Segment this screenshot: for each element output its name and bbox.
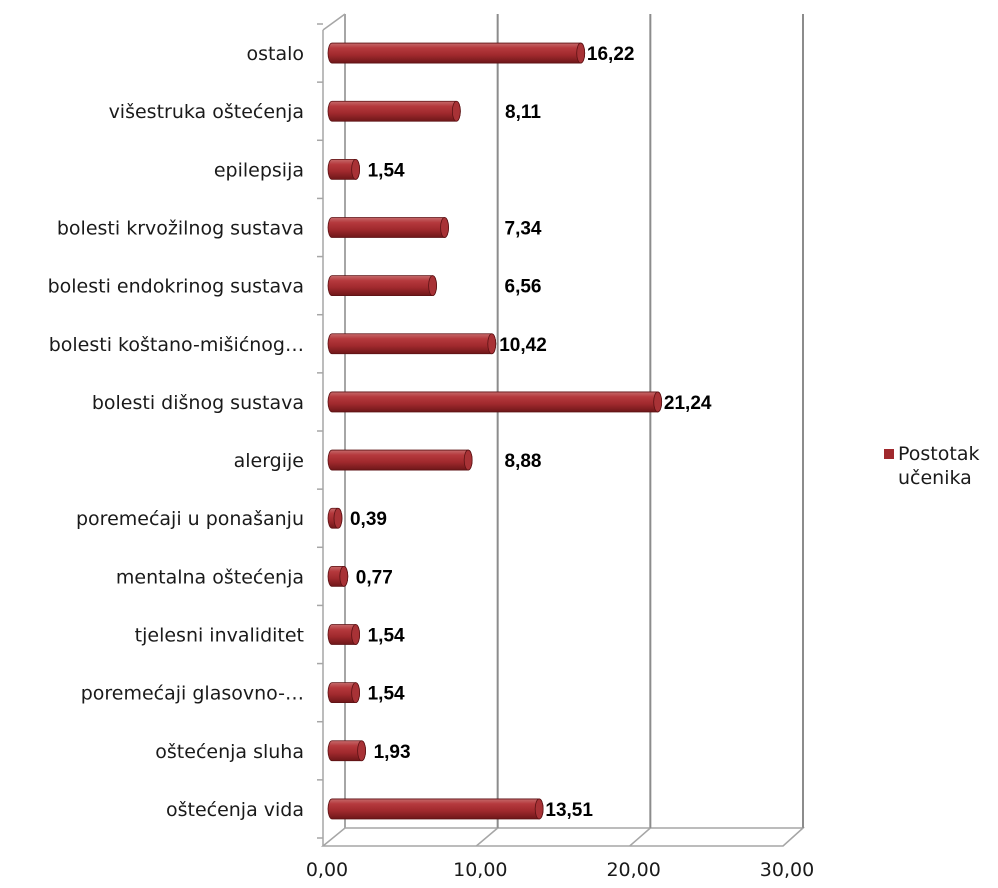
- bar-body: [327, 449, 473, 471]
- category-label: bolesti endokrinog sustava: [48, 276, 304, 298]
- bar-cap: [428, 275, 437, 297]
- bar-cap: [351, 682, 361, 704]
- data-label: 1,54: [368, 626, 405, 647]
- data-label: 0,39: [350, 509, 387, 530]
- bar: [327, 449, 473, 471]
- bar: [327, 391, 663, 413]
- bar: [327, 217, 449, 238]
- x-tick-label: 0,00: [306, 859, 348, 881]
- x-tick-label: 20,00: [606, 859, 660, 881]
- chart-floor: [320, 13, 805, 847]
- bar: [327, 798, 544, 820]
- category-tick-marks: [317, 23, 323, 839]
- gridline-floor: [782, 827, 804, 847]
- category-label: tjelesni invaliditet: [135, 625, 304, 647]
- category-label: oštećenja sluha: [155, 741, 304, 763]
- category-label: bolesti krvožilnog sustava: [57, 218, 304, 240]
- bar-body: [327, 275, 437, 297]
- bar-cap: [440, 217, 449, 238]
- bar: [327, 507, 343, 529]
- category-label: višestruka oštećenja: [109, 101, 304, 123]
- bars: [327, 42, 663, 820]
- category-label: ostalo: [246, 43, 304, 65]
- bar-cap: [351, 158, 361, 180]
- bar: [327, 42, 586, 64]
- bar-body: [327, 391, 663, 413]
- category-label: mentalna oštećenja: [116, 566, 304, 588]
- data-label: 13,51: [545, 800, 593, 821]
- bar-body: [327, 333, 497, 355]
- bar: [327, 565, 349, 587]
- bar-body: [327, 42, 586, 64]
- category-label: bolesti koštano-mišićnog…: [49, 334, 304, 356]
- legend-swatch: [884, 449, 894, 459]
- category-label: poremećaji u ponašanju: [76, 508, 304, 530]
- bar: [327, 158, 361, 180]
- bar-cap: [333, 507, 343, 529]
- data-label: 1,54: [368, 160, 405, 181]
- bar-body: [327, 217, 449, 238]
- bar-cap: [451, 100, 461, 122]
- gridline-floor: [629, 827, 651, 847]
- floor-plane: [320, 827, 805, 847]
- legend: Postotak učenika: [884, 442, 998, 490]
- bar-cap: [339, 565, 349, 587]
- gridline-floor: [475, 827, 499, 847]
- data-label: 16,22: [587, 44, 635, 65]
- data-label: 6,56: [505, 277, 542, 298]
- data-label: 1,54: [368, 684, 405, 705]
- data-label: 8,11: [505, 102, 541, 123]
- bar: [327, 624, 361, 645]
- bar: [327, 740, 366, 762]
- wall-top-edge: [322, 13, 346, 31]
- bar-body: [327, 100, 461, 122]
- bar: [327, 333, 497, 355]
- category-label: oštećenja vida: [166, 799, 304, 821]
- bar: [327, 100, 461, 122]
- data-label: 0,77: [356, 567, 393, 588]
- bar-cap: [576, 42, 586, 64]
- x-tick-label: 30,00: [760, 859, 814, 881]
- bar-cap: [463, 449, 473, 471]
- bar-body: [327, 798, 544, 820]
- category-label: epilepsija: [214, 159, 304, 181]
- data-label: 21,24: [664, 393, 712, 414]
- bar: [327, 682, 361, 704]
- category-label: alergije: [234, 450, 304, 472]
- bar-cap: [487, 333, 497, 355]
- x-tick-label: 10,00: [453, 859, 507, 881]
- category-labels: oštećenja vida oštećenja sluha poremećaji …: [48, 43, 304, 821]
- legend-label: Postotak učenika: [898, 443, 980, 489]
- data-label: 8,88: [505, 451, 542, 472]
- bar-cap: [534, 798, 544, 820]
- data-label: 7,34: [505, 219, 542, 240]
- data-labels: 13,51 1,93 1,54 1,54 0,77 0,39 8,88 21,24 10,42 6…: [350, 44, 712, 821]
- bar-cap: [351, 624, 361, 645]
- bar-cap: [357, 740, 366, 762]
- category-label: bolesti dišnog sustava: [92, 392, 304, 414]
- bar-cap: [653, 391, 663, 413]
- x-axis-tick-labels: 0,00 10,00 20,00 30,00: [306, 859, 814, 881]
- bar: [327, 275, 437, 297]
- gridlines: [475, 14, 804, 847]
- category-label: poremećaji glasovno-…: [81, 683, 304, 705]
- data-label: 10,42: [499, 335, 547, 356]
- data-label: 1,93: [374, 742, 411, 763]
